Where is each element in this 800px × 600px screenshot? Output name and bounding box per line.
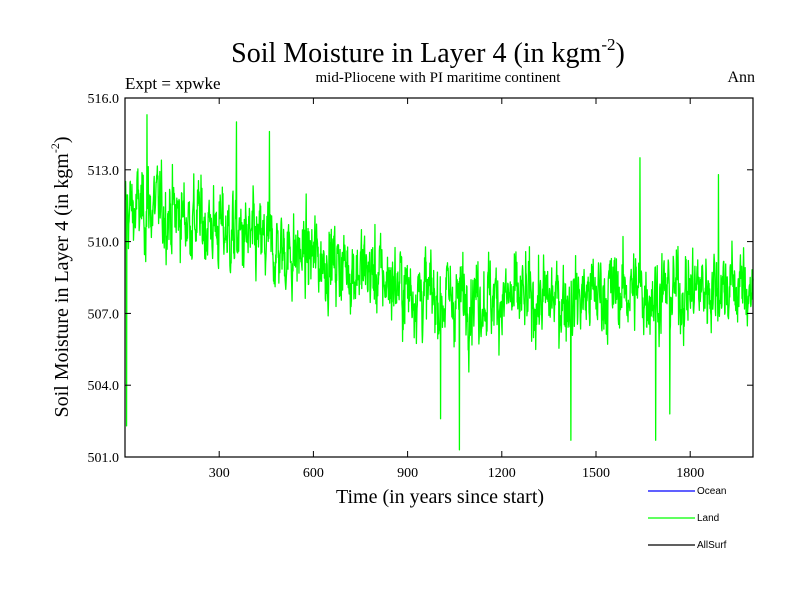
subtitle-right: Ann <box>727 69 755 86</box>
y-tick-label: 516.0 <box>88 92 120 107</box>
x-tick-label: 900 <box>397 466 418 481</box>
subtitle-left: Expt = xpwke <box>125 74 221 93</box>
legend: Ocean Land AllSurf <box>648 486 727 551</box>
x-tick-label: 300 <box>209 466 230 481</box>
axes-frame <box>124 97 754 458</box>
chart-title-end: ) <box>616 38 625 69</box>
y-tick-label: 504.0 <box>88 379 120 394</box>
y-tick-label: 510.0 <box>88 236 120 251</box>
x-axis: 300 600 900 1200 1500 1800 <box>209 98 704 481</box>
chart-title: Soil Moisture in Layer 4 (in kgm-2) <box>231 35 625 69</box>
series-line-land <box>124 114 754 451</box>
legend-label-ocean: Ocean <box>697 486 726 497</box>
chart-title-superscript: -2 <box>601 35 615 54</box>
y-axis-label-superscript: -2 <box>48 143 62 153</box>
y-axis: 501.0 504.0 507.0 510.0 513.0 516.0 <box>88 92 753 466</box>
x-tick-label: 1800 <box>676 466 704 481</box>
x-tick-label: 600 <box>303 466 324 481</box>
y-tick-label: 507.0 <box>88 307 120 322</box>
legend-label-allsurf: AllSurf <box>697 540 727 551</box>
y-axis-label: Soil Moisture in Layer 4 (in kgm-2) <box>48 136 73 417</box>
legend-label-land: Land <box>697 513 719 524</box>
y-tick-label: 513.0 <box>88 164 120 179</box>
plot-area <box>124 97 754 458</box>
x-tick-label: 1500 <box>582 466 610 481</box>
y-axis-label-end: ) <box>51 136 73 143</box>
subtitle-center: mid-Pliocene with PI maritime continent <box>316 70 562 86</box>
x-axis-label: Time (in years since start) <box>336 486 544 508</box>
y-tick-label: 501.0 <box>88 451 120 466</box>
x-tick-label: 1200 <box>488 466 516 481</box>
